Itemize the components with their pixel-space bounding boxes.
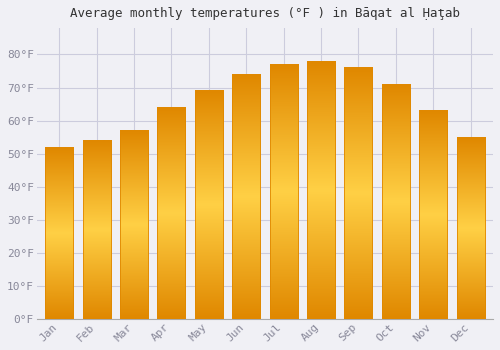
Bar bbox=[195, 91, 223, 319]
Bar bbox=[82, 140, 110, 319]
Bar bbox=[344, 68, 372, 319]
Bar bbox=[307, 61, 335, 319]
Bar bbox=[45, 147, 73, 319]
Bar bbox=[419, 111, 447, 319]
Bar bbox=[120, 131, 148, 319]
Title: Average monthly temperatures (°F ) in Bāqat al Ḥaţab: Average monthly temperatures (°F ) in Bā… bbox=[70, 7, 460, 20]
Bar bbox=[382, 84, 410, 319]
Bar bbox=[270, 64, 297, 319]
Bar bbox=[158, 107, 186, 319]
Bar bbox=[456, 137, 484, 319]
Bar bbox=[232, 74, 260, 319]
